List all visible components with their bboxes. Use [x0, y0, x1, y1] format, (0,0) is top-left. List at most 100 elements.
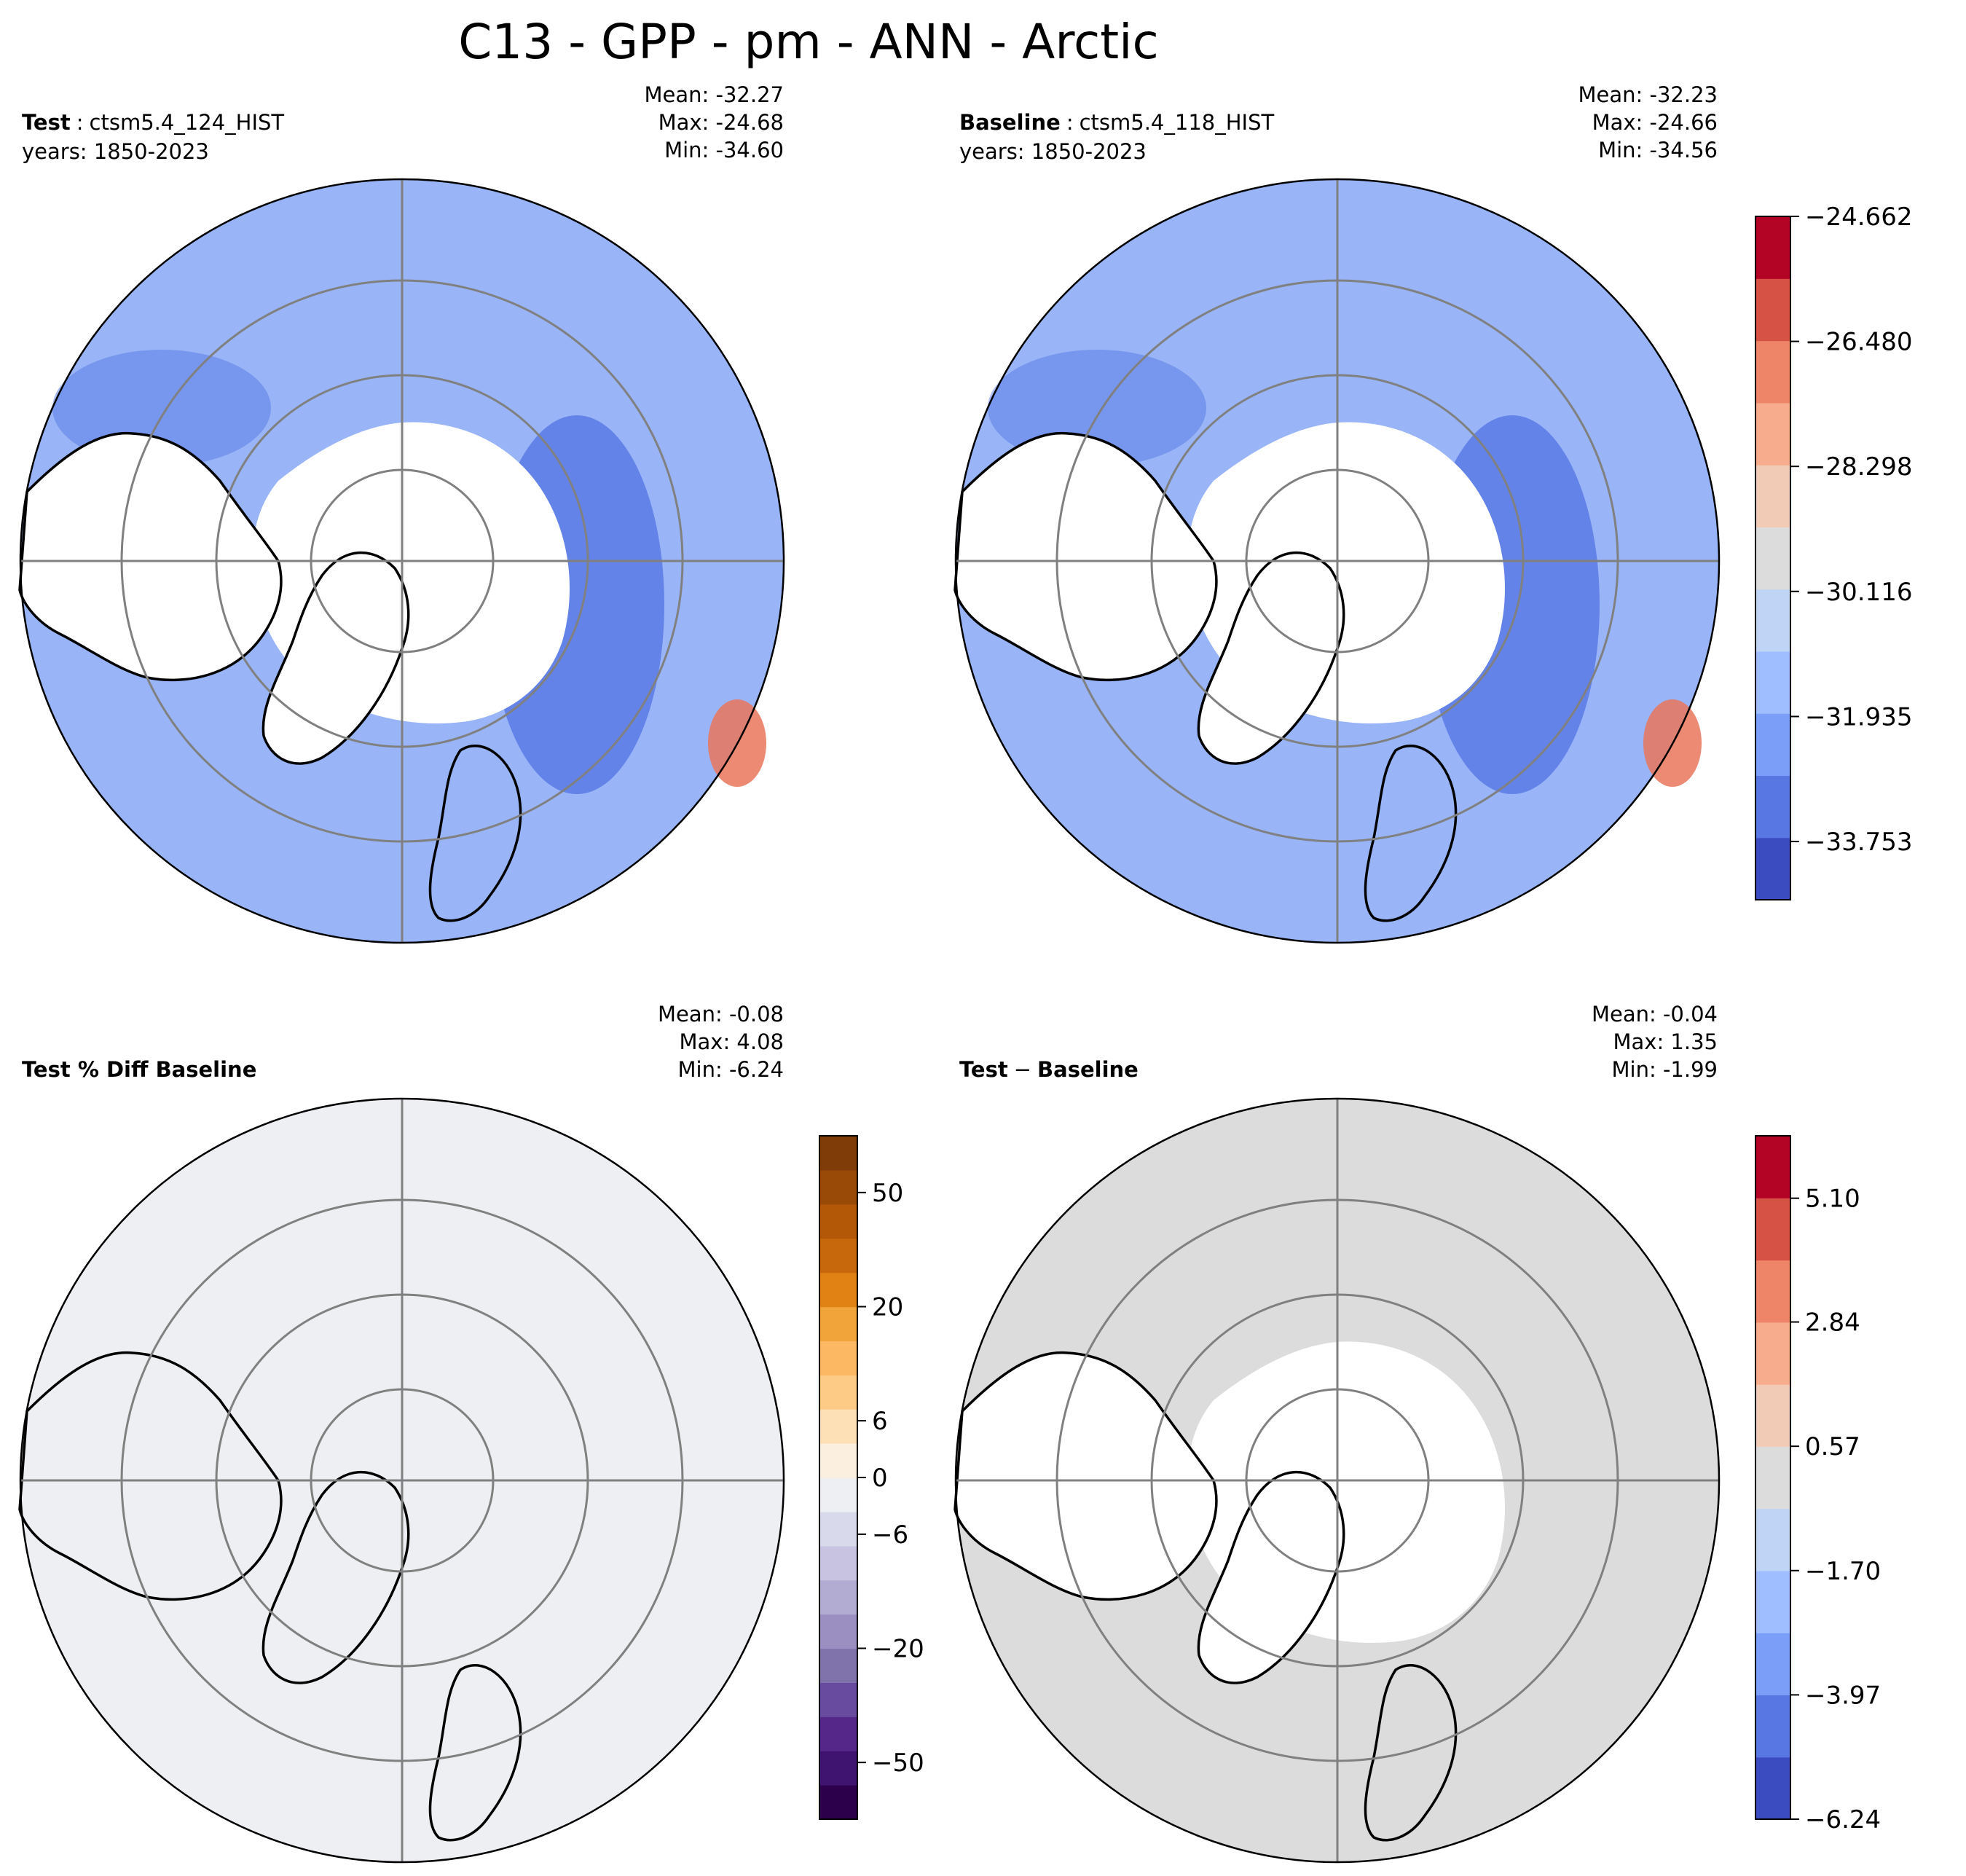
colorbar-pctdiff-level-1	[819, 1751, 857, 1786]
colorbar-main-frame	[1755, 216, 1791, 900]
colorbar-diff-level-2	[1755, 1633, 1790, 1696]
pctdiff-label: Test % Diff Baseline	[22, 1057, 256, 1082]
baseline-mean: Mean: -32.23	[1578, 82, 1718, 107]
colorbar-diff-tick-label-2: −1.70	[1805, 1557, 1881, 1586]
panel-baseline: Baseline: ctsm5.4_118_HIST years: 1850-20…	[953, 82, 1721, 944]
baseline-max: Max: -24.66	[1592, 110, 1718, 135]
colorbar-pctdiff-level-8	[819, 1511, 857, 1547]
colorbar-main-tick-label-2: −30.116	[1805, 578, 1912, 607]
colorbar-diff-level-7	[1755, 1322, 1790, 1385]
colorbar-pctdiff-level-5	[819, 1614, 857, 1649]
colorbar-main-level-5	[1755, 527, 1790, 590]
colorbar-diff-tick-label-5: 5.10	[1805, 1185, 1860, 1214]
baseline-graticule	[956, 179, 1719, 943]
colorbar-pctdiff-level-7	[819, 1545, 857, 1581]
pctdiff-mean: Mean: -0.08	[658, 1002, 784, 1027]
colorbar-pctdiff: −50 −20 −6 0 6 20 50	[819, 1135, 924, 1820]
colorbar-pctdiff-level-6	[819, 1579, 857, 1615]
colorbar-main-level-4	[1755, 589, 1790, 652]
colorbar-diff-tick-label-4: 2.84	[1805, 1308, 1860, 1338]
test-years: years: 1850-2023	[22, 139, 209, 164]
pctdiff-min: Min: -6.24	[678, 1057, 784, 1082]
diff-label-rest: Baseline	[1037, 1057, 1139, 1082]
test-label-bold: Test	[22, 110, 71, 135]
colorbar-pctdiff-level-13	[819, 1341, 857, 1375]
colorbar-main-tick-label-0: −33.753	[1805, 828, 1912, 857]
baseline-label-sep: :	[1066, 110, 1074, 135]
test-min: Min: -34.60	[664, 138, 784, 162]
colorbar-pctdiff-level-14	[819, 1306, 857, 1341]
colorbar-diff-level-8	[1755, 1260, 1790, 1323]
colorbar-pctdiff-level-10	[819, 1443, 857, 1478]
colorbar-main-tick-label-4: −26.480	[1805, 328, 1912, 357]
colorbar-main-tick-label-1: −31.935	[1805, 702, 1912, 731]
baseline-label-bold: Baseline	[959, 110, 1061, 135]
diff-map-border	[954, 1097, 1721, 1864]
diff-label-sep: −	[1014, 1057, 1031, 1082]
colorbar-pctdiff-level-11	[819, 1409, 857, 1444]
pctdiff-graticule	[20, 1099, 784, 1862]
colorbar-main-levels	[1755, 216, 1790, 900]
colorbar-pctdiff-tick-label-2: −6	[872, 1520, 908, 1550]
colorbar-main-tick-label-5: −24.662	[1805, 203, 1912, 232]
baseline-label-rest: ctsm5.4_118_HIST	[1080, 110, 1275, 135]
figure-title: C13 - GPP - pm - ANN - Arctic	[458, 14, 1159, 70]
diff-mean: Mean: -0.04	[1592, 1002, 1718, 1027]
panel-test: Test: ctsm5.4_124_HIST years: 1850-2023 M…	[18, 82, 785, 944]
colorbar-diff-tick-label-3: 0.57	[1805, 1432, 1860, 1461]
diff-label: Test − Baseline	[959, 1057, 1139, 1082]
colorbar-diff-level-4	[1755, 1508, 1790, 1571]
colorbar-pctdiff-tick-label-5: 20	[872, 1293, 903, 1322]
baseline-map-border	[954, 178, 1721, 944]
baseline-label: Baseline: ctsm5.4_118_HIST	[959, 110, 1275, 135]
colorbar-pctdiff-level-15	[819, 1272, 857, 1308]
colorbar-main-level-7	[1755, 402, 1790, 466]
colorbar-pctdiff-ticks: −50 −20 −6 0 6 20 50	[857, 1179, 924, 1778]
colorbar-diff-frame	[1755, 1135, 1791, 1820]
colorbar-diff-tick-label-0: −6.24	[1805, 1805, 1881, 1834]
colorbar-pctdiff-tick-label-3: 0	[872, 1464, 888, 1493]
test-label: Test: ctsm5.4_124_HIST	[22, 110, 284, 135]
colorbar-diff-level-3	[1755, 1570, 1790, 1633]
colorbar-diff-ticks: −6.24 −3.97 −1.70 0.57 2.84 5.10	[1790, 1185, 1881, 1834]
colorbar-diff-level-6	[1755, 1384, 1790, 1447]
colorbar-pctdiff-level-18	[819, 1169, 857, 1205]
colorbar-pctdiff-levels	[819, 1136, 857, 1820]
colorbar-main-ticks: −33.753 −31.935 −30.116 −28.298 −26.480 −24.6…	[1790, 203, 1912, 857]
colorbar-main-level-10	[1755, 216, 1790, 279]
colorbar-main-level-2	[1755, 713, 1790, 777]
colorbar-pctdiff-tick-label-0: −50	[872, 1749, 924, 1778]
test-label-sep: :	[76, 110, 84, 135]
pctdiff-map-border	[19, 1097, 785, 1864]
colorbar-diff-level-10	[1755, 1136, 1790, 1198]
colorbar-diff-level-1	[1755, 1695, 1790, 1758]
panel-difference: Test − Baseline Mean: -0.04 Max: 1.35 Min:…	[953, 1002, 1721, 1864]
colorbar-diff-tick-label-1: −3.97	[1805, 1681, 1881, 1710]
test-label-rest: ctsm5.4_124_HIST	[90, 110, 285, 135]
test-mean: Mean: -32.27	[645, 82, 785, 107]
pctdiff-max: Max: 4.08	[679, 1029, 784, 1054]
diff-min: Min: -1.99	[1612, 1057, 1718, 1082]
colorbar-pctdiff-level-19	[819, 1136, 857, 1171]
colorbar-diff: −6.24 −3.97 −1.70 0.57 2.84 5.10	[1755, 1135, 1881, 1834]
colorbar-diff-level-5	[1755, 1446, 1790, 1510]
colorbar-main-tick-label-3: −28.298	[1805, 452, 1912, 482]
diff-max: Max: 1.35	[1613, 1029, 1718, 1054]
baseline-min: Min: -34.56	[1598, 138, 1718, 162]
colorbar-main-level-0	[1755, 837, 1790, 900]
colorbar-main-level-1	[1755, 775, 1790, 839]
panel-percent-diff: Test % Diff Baseline Mean: -0.08 Max: 4.…	[18, 1002, 785, 1864]
diff-graticule	[956, 1099, 1719, 1862]
baseline-years: years: 1850-2023	[959, 139, 1147, 164]
colorbar-pctdiff-level-4	[819, 1648, 857, 1683]
colorbar-pctdiff-level-12	[819, 1375, 857, 1410]
colorbar-pctdiff-level-17	[819, 1204, 857, 1239]
colorbar-diff-levels	[1755, 1136, 1790, 1820]
colorbar-main-level-8	[1755, 340, 1790, 404]
colorbar-main-level-3	[1755, 651, 1790, 714]
colorbar-diff-level-0	[1755, 1757, 1790, 1820]
colorbar-pctdiff-tick-label-4: 6	[872, 1407, 888, 1436]
diff-label-bold: Test	[959, 1057, 1008, 1082]
colorbar-diff-level-9	[1755, 1198, 1790, 1261]
